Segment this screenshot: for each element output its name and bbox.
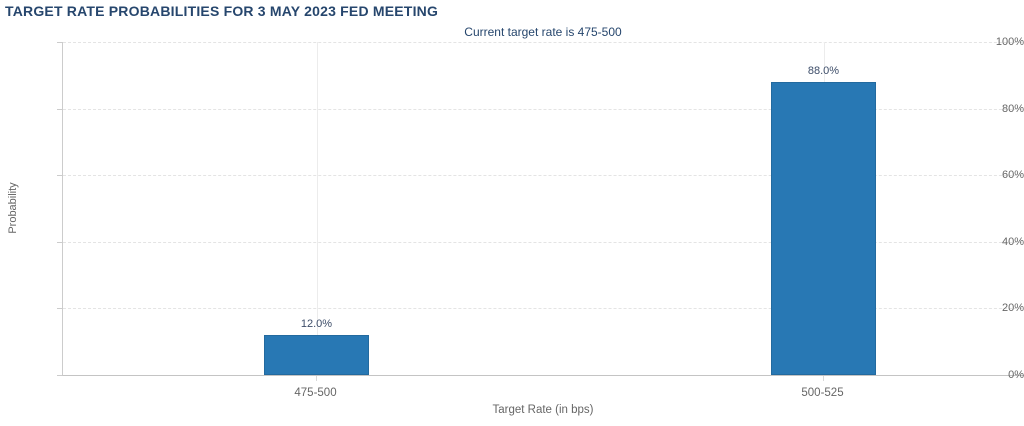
- y-tick-label: 40%: [1001, 235, 1024, 248]
- y-tick-label: 60%: [1001, 169, 1024, 182]
- category-gridline: [316, 42, 318, 375]
- y-gridline: [63, 42, 1024, 43]
- y-gridline: [63, 108, 1024, 110]
- y-gridline: [63, 175, 1024, 177]
- y-tick-mark: [57, 42, 62, 43]
- x-category-label: 475-500: [294, 387, 337, 399]
- y-gridline: [63, 308, 1024, 310]
- bar-500-525[interactable]: [771, 81, 876, 375]
- y-axis-title: Probability: [7, 182, 19, 234]
- bar-475-500[interactable]: [264, 335, 369, 375]
- chart-title: TARGET RATE PROBABILITIES FOR 3 MAY 2023…: [5, 3, 439, 19]
- plot-area: 12.0% 88.0%: [62, 42, 1024, 376]
- bar-value-label: 88.0%: [807, 64, 840, 77]
- y-tick-mark: [57, 308, 62, 310]
- bar-value-label: 12.0%: [300, 318, 333, 331]
- y-tick-mark: [57, 241, 62, 243]
- y-tick-label: 0%: [1008, 369, 1024, 381]
- y-tick-mark: [57, 175, 62, 177]
- y-tick-label: 20%: [1001, 302, 1024, 315]
- y-gridline: [63, 241, 1024, 243]
- y-tick-label: 80%: [1001, 102, 1024, 115]
- chart-subtitle: Current target rate is 475-500: [464, 25, 622, 39]
- y-tick-mark: [57, 108, 62, 110]
- y-tick-mark: [57, 375, 62, 376]
- y-tick-label: 100%: [995, 36, 1024, 48]
- x-tick-mark: [315, 376, 317, 381]
- x-axis-title: Target Rate (in bps): [492, 404, 594, 416]
- x-tick-mark: [822, 376, 824, 381]
- x-category-label: 500-525: [801, 387, 844, 399]
